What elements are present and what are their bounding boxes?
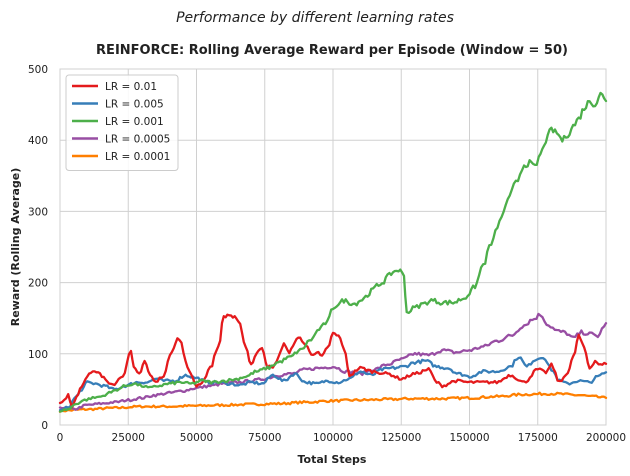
x-tick-label: 150000 xyxy=(449,432,489,444)
y-tick-label: 300 xyxy=(28,206,48,218)
x-tick-label: 175000 xyxy=(518,432,558,444)
x-tick-label: 0 xyxy=(57,432,64,444)
series-lines xyxy=(58,91,608,413)
x-tick-label: 100000 xyxy=(313,432,353,444)
legend-label: LR = 0.001 xyxy=(105,116,164,128)
legend-label: LR = 0.0001 xyxy=(105,151,170,163)
series-line xyxy=(58,391,608,413)
x-tick-label: 75000 xyxy=(248,432,281,444)
x-tick-label: 125000 xyxy=(381,432,421,444)
y-tick-label: 200 xyxy=(28,278,48,290)
legend: LR = 0.01 LR = 0.005 LR = 0.001 LR = 0.0005… xyxy=(65,74,179,171)
series-line xyxy=(58,313,608,409)
x-tick-label: 200000 xyxy=(586,432,626,444)
y-tick-label: 0 xyxy=(41,420,48,432)
tick-labels: 0 25000 50000 75000 100000 125000 150000 175000… xyxy=(28,64,626,444)
legend-item: LR = 0.001 xyxy=(72,116,164,128)
x-axis-label: Total Steps xyxy=(298,453,367,466)
legend-item: LR = 0.01 xyxy=(72,81,157,93)
legend-label: LR = 0.01 xyxy=(105,81,157,93)
series-line xyxy=(58,312,608,411)
legend-box xyxy=(65,74,179,171)
plot-area xyxy=(59,68,607,426)
chart-suptitle: Performance by different learning rates xyxy=(176,10,454,26)
x-tick-label: 25000 xyxy=(112,432,145,444)
legend-item: LR = 0.0001 xyxy=(72,151,170,163)
chart-title: REINFORCE: Rolling Average Reward per Ep… xyxy=(96,43,568,58)
y-tick-label: 100 xyxy=(28,349,48,361)
y-tick-label: 500 xyxy=(28,64,48,76)
y-axis-label: Reward (Rolling Average) xyxy=(9,168,22,327)
legend-item: LR = 0.005 xyxy=(72,99,164,111)
legend-label: LR = 0.0005 xyxy=(105,134,170,146)
y-tick-label: 400 xyxy=(28,135,48,147)
x-tick-label: 50000 xyxy=(180,432,213,444)
legend-item: LR = 0.0005 xyxy=(72,134,170,146)
gridlines xyxy=(59,68,607,426)
legend-label: LR = 0.005 xyxy=(105,99,164,111)
series-line xyxy=(58,91,608,413)
